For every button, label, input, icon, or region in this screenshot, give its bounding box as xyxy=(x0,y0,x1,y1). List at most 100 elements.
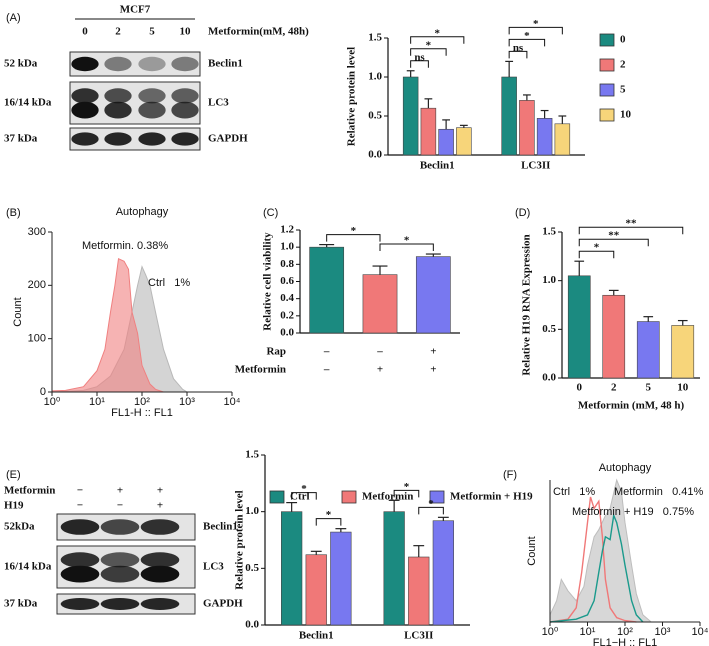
y-tick-label: 0 xyxy=(40,386,46,398)
y-tick-label: 100 xyxy=(28,333,46,345)
bar xyxy=(636,321,660,379)
legend-swatch xyxy=(599,33,615,47)
significance-bracket xyxy=(508,26,563,35)
band xyxy=(140,552,180,568)
condition-sign: – xyxy=(376,346,383,358)
legend-label: 0 xyxy=(620,34,626,46)
series-label: Metformin. 0.38% xyxy=(82,240,168,252)
x-tick-label: 5 xyxy=(646,382,652,394)
band xyxy=(104,132,132,146)
band xyxy=(171,132,199,146)
y-tick-label: 0.5 xyxy=(368,110,382,122)
blot-box xyxy=(69,127,201,151)
y-tick-label: 0.0 xyxy=(280,327,294,339)
bar xyxy=(602,294,626,379)
bar xyxy=(415,256,451,334)
y-tick-label: 1.0 xyxy=(280,241,294,253)
band xyxy=(104,101,132,119)
histogram-area xyxy=(549,478,652,623)
lane-label: 5 xyxy=(149,26,155,38)
bar xyxy=(402,76,419,156)
significance-label: * xyxy=(524,30,530,42)
y-axis-label: Count xyxy=(526,536,538,565)
bar xyxy=(330,531,352,626)
bar xyxy=(501,76,517,156)
y-tick-label: 1.0 xyxy=(368,71,382,83)
bar xyxy=(536,118,553,156)
bar xyxy=(408,556,430,626)
y-tick-label: 0.0 xyxy=(368,149,382,161)
series-label: Metformin 0.41% xyxy=(614,486,703,498)
band xyxy=(71,101,99,119)
bar xyxy=(420,107,437,156)
significance-bracket xyxy=(410,48,447,56)
x-tick-label: 10 xyxy=(677,382,689,394)
treatment-label: Metformin xyxy=(4,485,55,497)
band xyxy=(71,56,99,72)
x-tick-label: 10¹ xyxy=(580,626,596,638)
band xyxy=(100,565,140,583)
panel-label: (D) xyxy=(515,207,530,219)
panel-label: (B) xyxy=(6,207,21,219)
x-tick-label: 10⁰ xyxy=(542,626,559,638)
y-axis-label: Relative protein level xyxy=(234,490,246,589)
treatment-sign: − xyxy=(77,485,83,497)
band xyxy=(104,88,132,104)
x-tick-label: 10² xyxy=(617,626,633,638)
band xyxy=(171,56,199,72)
band xyxy=(138,88,166,104)
band xyxy=(140,565,180,583)
bar xyxy=(456,127,472,156)
significance-label: * xyxy=(404,235,410,247)
protein-label: GAPDH xyxy=(203,598,243,610)
legend-swatch xyxy=(599,83,615,97)
condition-sign: – xyxy=(323,346,330,358)
y-tick-label: 0.8 xyxy=(280,258,294,270)
x-axis-label: Metformin (mM, 48 h) xyxy=(578,400,685,412)
histogram-line xyxy=(549,496,637,623)
treatment-label: H19 xyxy=(4,500,24,512)
legend-swatch xyxy=(341,490,357,504)
y-tick-label: 1.5 xyxy=(245,449,259,461)
y-tick-label: 0.5 xyxy=(245,562,259,574)
protein-label: GAPDH xyxy=(208,133,248,145)
significance-label: * xyxy=(428,498,434,510)
y-tick-label: 0.0 xyxy=(245,619,259,631)
legend-label: 5 xyxy=(620,84,626,96)
significance-bracket xyxy=(578,238,649,247)
y-tick-label: 0.5 xyxy=(542,323,556,335)
legend-swatch xyxy=(269,490,285,504)
y-tick-label: 0.6 xyxy=(280,275,294,287)
bar xyxy=(305,554,327,626)
x-tick-label: 10⁴ xyxy=(692,626,709,638)
significance-label: * xyxy=(435,27,441,39)
significance-label: ** xyxy=(626,218,638,230)
band xyxy=(171,88,199,104)
condition-sign: – xyxy=(323,364,330,376)
y-tick-label: 300 xyxy=(28,226,46,238)
bar xyxy=(438,128,454,156)
protein-label: LC3 xyxy=(208,97,229,109)
y-axis-label: Relative cell viability xyxy=(262,232,274,331)
x-tick-label: 10² xyxy=(134,396,150,408)
kda-label: 52 kDa xyxy=(4,58,38,70)
legend-label: 2 xyxy=(620,59,626,71)
bar xyxy=(281,511,303,626)
treatment-sign: + xyxy=(157,485,163,497)
legend-label: 10 xyxy=(620,109,632,121)
blot-title: MCF7 xyxy=(120,4,151,16)
bar xyxy=(362,274,398,334)
condition-sign: + xyxy=(377,364,383,376)
treatment-sign: + xyxy=(117,485,123,497)
panel-label: (E) xyxy=(6,469,21,481)
chart-title: Autophagy xyxy=(599,462,652,474)
legend-label: Ctrl xyxy=(290,491,310,503)
y-tick-label: 1.5 xyxy=(368,32,382,44)
protein-label: LC3 xyxy=(203,561,224,573)
lane-label: 10 xyxy=(180,26,192,38)
significance-label: ns xyxy=(414,51,425,63)
band xyxy=(60,565,100,583)
x-tick-label: 2 xyxy=(611,382,617,394)
significance-label: * xyxy=(533,18,539,30)
